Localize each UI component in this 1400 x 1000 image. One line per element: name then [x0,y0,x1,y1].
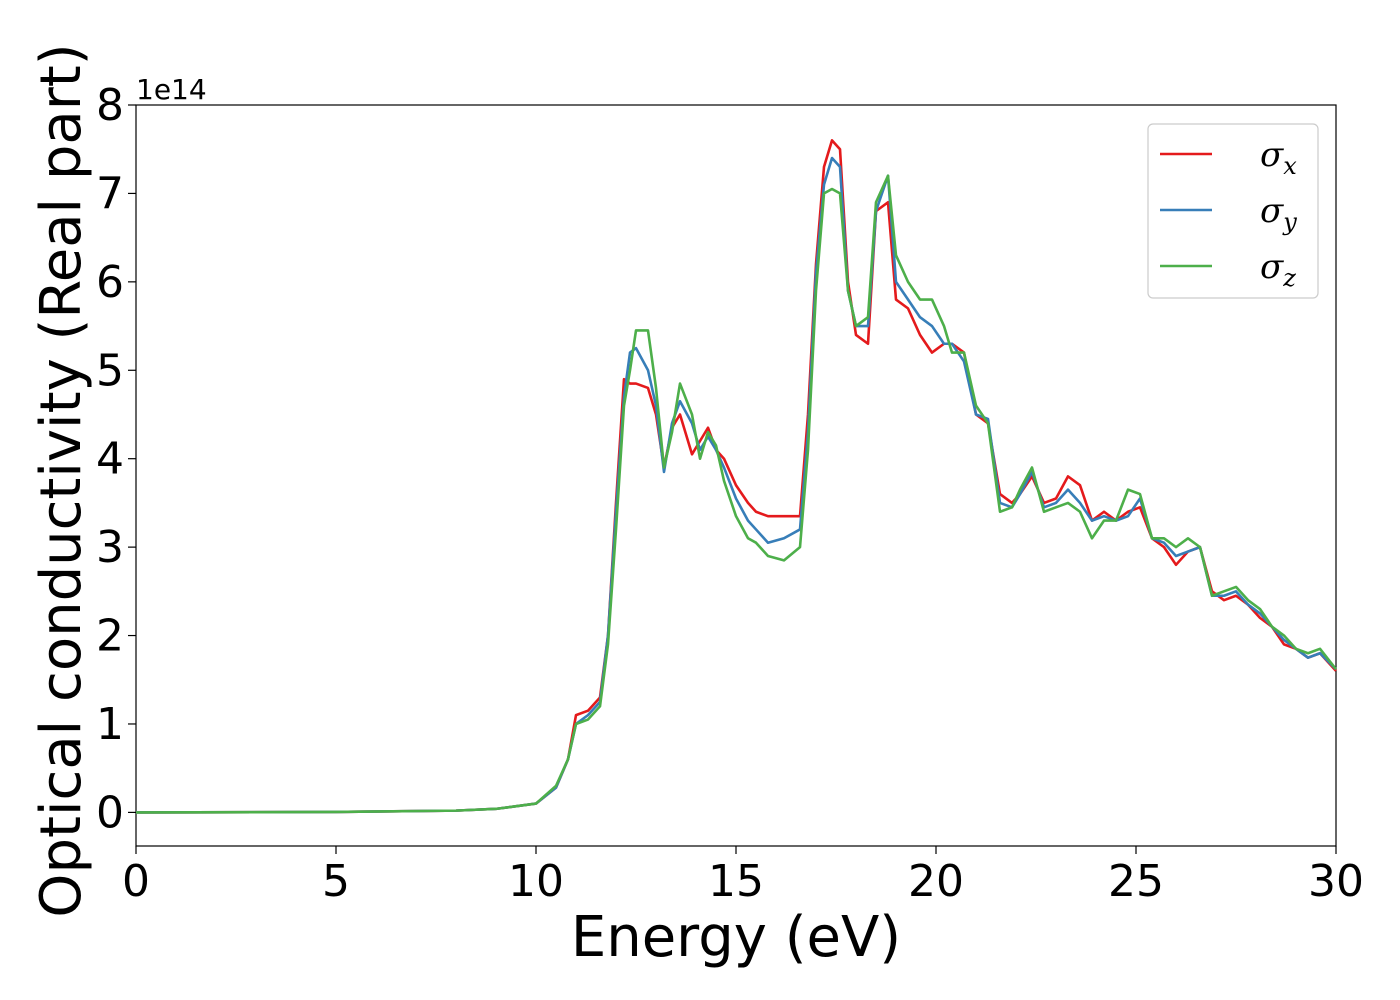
y-tick-label: 7 [96,168,124,219]
x-axis-title: Energy (eV) [571,905,901,970]
x-axis: 0 5 10 15 20 25 30 [122,846,1364,907]
y-axis-title: Optical conductivity (Real part) [29,43,94,917]
y-multiplier-label: 1e14 [136,73,207,106]
y-tick-label: 6 [96,257,124,308]
legend-entry-z: σz [1260,247,1296,292]
x-tick-label: 20 [908,856,964,907]
x-tick-label: 0 [122,856,150,907]
y-tick-label: 4 [96,434,124,485]
legend-entry-x: σx [1260,135,1297,180]
x-tick-label: 25 [1108,856,1164,907]
y-tick-label: 8 [96,80,124,131]
y-tick-label: 5 [96,345,124,396]
x-tick-label: 30 [1308,856,1364,907]
series-layer [135,139,1338,814]
legend-box [1147,123,1319,299]
legend-entry-y: σy [1260,191,1297,236]
y-tick-label: 1 [96,699,124,750]
x-tick-label: 5 [322,856,350,907]
y-tick-label: 3 [96,522,124,573]
x-tick-label: 15 [708,856,764,907]
y-tick-label: 0 [96,787,124,838]
legend: σx σy σz [1147,123,1319,299]
y-tick-label: 2 [96,611,124,662]
y-axis: 0 1 2 3 4 5 6 7 8 [96,80,136,838]
x-tick-label: 10 [508,856,564,907]
series-line-z [135,174,1338,814]
